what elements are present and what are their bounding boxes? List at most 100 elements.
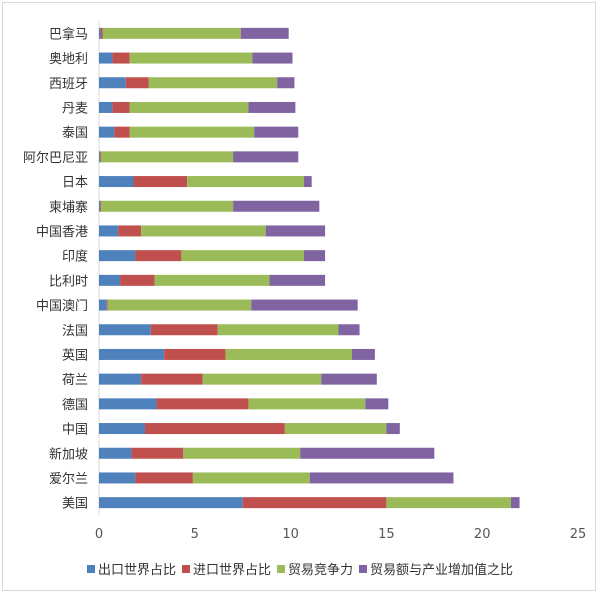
- bar-segment-3: [254, 126, 299, 138]
- legend-item: 贸易额与产业增加值之比: [359, 559, 513, 578]
- bar-segment-0: [99, 52, 113, 64]
- bar-segment-0: [99, 348, 165, 360]
- bar-segment-3: [265, 225, 326, 237]
- bar-segment-1: [133, 176, 188, 188]
- bar-segment-3: [365, 398, 389, 410]
- bar-segment-2: [148, 77, 278, 89]
- bar-segment-0: [99, 398, 157, 410]
- bar-segment-0: [99, 373, 142, 385]
- category-label: 德国: [62, 398, 88, 413]
- bar-segment-1: [99, 200, 101, 212]
- bar-segment-3: [248, 101, 296, 113]
- legend-swatch: [86, 564, 95, 573]
- legend-swatch: [181, 564, 190, 573]
- bar-segment-2: [100, 200, 234, 212]
- bar-segment-0: [99, 274, 121, 286]
- bar-segment-3: [386, 423, 400, 435]
- bar-segment-2: [107, 299, 252, 311]
- bar-segment-1: [164, 348, 226, 360]
- bar-segment-2: [386, 497, 511, 509]
- category-label: 阿尔巴尼亚: [23, 151, 88, 166]
- bar-segment-3: [304, 176, 312, 188]
- bar-segment-0: [99, 472, 136, 484]
- legend-label: 贸易额与产业增加值之比: [370, 563, 514, 578]
- legend-swatch: [359, 564, 368, 573]
- bar-segment-1: [106, 299, 108, 311]
- bar-segment-0: [99, 77, 126, 89]
- bar-segment-2: [187, 176, 305, 188]
- category-label: 奥地利: [49, 52, 88, 67]
- category-label: 比利时: [49, 274, 88, 289]
- bar-segment-1: [135, 472, 193, 484]
- category-label: 印度: [62, 249, 88, 265]
- category-label: 英国: [62, 348, 88, 363]
- bar-segment-0: [99, 176, 134, 188]
- bar-segment-2: [141, 225, 266, 237]
- category-label: 新加坡: [49, 446, 88, 462]
- bar-segment-3: [233, 151, 299, 163]
- bar-segment-0: [99, 200, 100, 212]
- legend-item: 出口世界占比: [86, 559, 176, 578]
- bar-segment-3: [338, 324, 360, 336]
- x-tick-label: 15: [378, 527, 395, 542]
- bar-segment-3: [351, 348, 375, 360]
- bar-segment-3: [240, 27, 289, 39]
- bar-segment-3: [321, 373, 377, 385]
- bar-segment-0: [99, 27, 101, 39]
- bar-segment-0: [99, 101, 113, 113]
- bar-segment-1: [156, 398, 249, 410]
- bar-segment-2: [129, 126, 255, 138]
- bar-segment-2: [181, 250, 305, 262]
- bar-segment-1: [131, 447, 184, 459]
- bar-segment-1: [144, 423, 285, 435]
- bar-segment-1: [112, 52, 130, 64]
- bar-segment-2: [129, 52, 253, 64]
- legend-item: 贸易竞争力: [277, 559, 353, 578]
- category-label: 中国香港: [36, 225, 88, 240]
- category-label: 法国: [62, 324, 88, 339]
- category-label: 丹麦: [62, 101, 88, 116]
- category-label: 爱尔兰: [49, 472, 88, 487]
- category-label: 美国: [62, 497, 88, 512]
- category-label: 荷兰: [62, 373, 88, 388]
- bar-segment-2: [217, 324, 339, 336]
- bar-segment-1: [100, 27, 103, 39]
- bar-segment-1: [135, 250, 182, 262]
- bar-segment-2: [100, 151, 234, 163]
- legend-item: 进口世界占比: [181, 559, 271, 578]
- legend-label: 出口世界占比: [97, 563, 176, 578]
- bar-segment-2: [154, 274, 270, 286]
- legend-swatch: [277, 564, 285, 573]
- bar-segment-2: [248, 398, 366, 410]
- category-label: 西班牙: [49, 77, 88, 92]
- bar-segment-0: [99, 447, 132, 459]
- bar-segment-0: [99, 151, 100, 163]
- bar-segment-2: [202, 373, 322, 385]
- bar-segment-1: [114, 126, 130, 138]
- bar-segment-3: [300, 447, 435, 459]
- bar-segment-0: [99, 299, 107, 311]
- bar-segment-1: [125, 77, 149, 89]
- bar-segment-1: [118, 225, 142, 237]
- bar-segment-3: [277, 77, 295, 89]
- bar-segment-0: [99, 497, 243, 509]
- bar-segment-3: [510, 497, 520, 509]
- x-tick-label: 10: [282, 527, 299, 542]
- bar-segment-1: [150, 324, 218, 336]
- x-tick-label: 25: [570, 527, 587, 542]
- bar-segment-0: [99, 250, 136, 262]
- bar-segment-0: [99, 225, 119, 237]
- bar-segment-0: [99, 126, 115, 138]
- bar-segment-2: [129, 101, 249, 113]
- x-tick-label: 0: [95, 527, 103, 542]
- bar-segment-0: [99, 423, 145, 435]
- bar-segment-3: [309, 472, 454, 484]
- legend: 出口世界占比 进口世界占比 贸易竞争力 贸易额与产业增加值之比: [0, 559, 600, 578]
- bar-segment-2: [183, 447, 301, 459]
- category-label: 中国: [62, 423, 88, 438]
- bar-segment-2: [102, 27, 241, 39]
- category-label: 柬埔寨: [49, 199, 88, 215]
- bar-segment-1: [141, 373, 203, 385]
- category-label: 巴拿马: [49, 26, 88, 42]
